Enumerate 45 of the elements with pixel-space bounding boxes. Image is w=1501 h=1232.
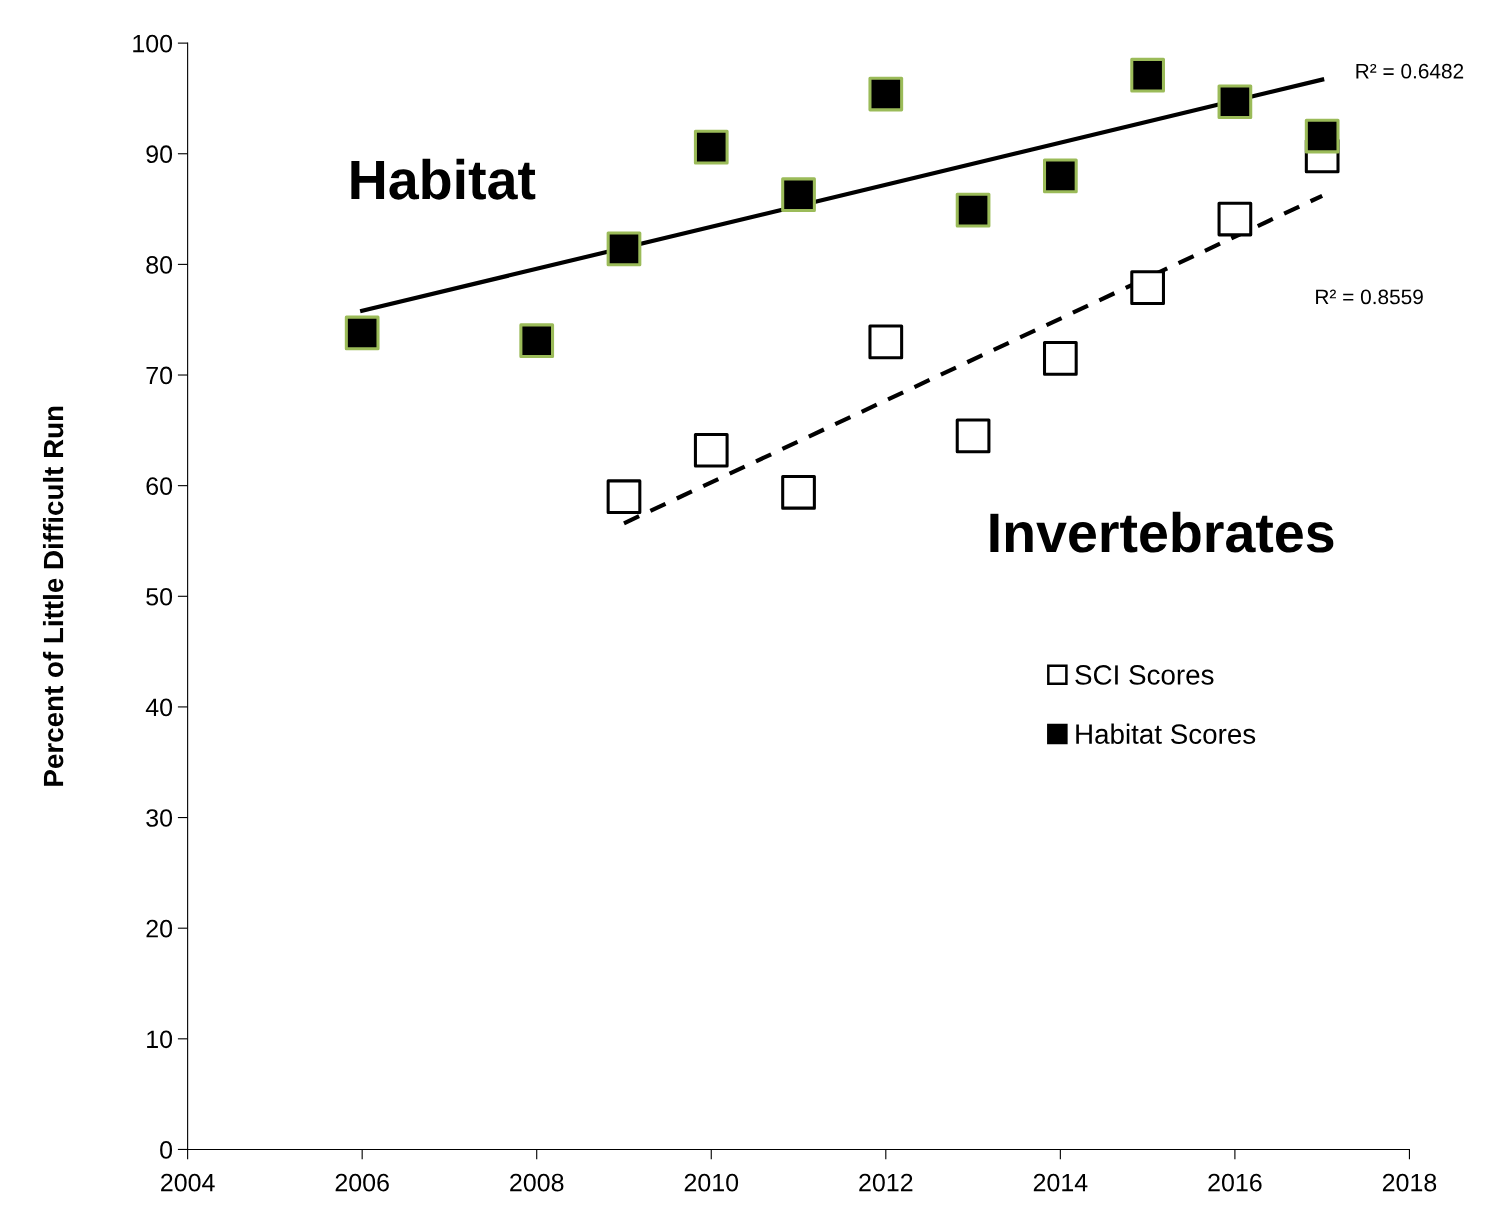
annotation: Invertebrates	[990, 511, 1334, 553]
legend-label: Habitat Scores	[1076, 723, 1256, 744]
point	[1304, 118, 1340, 154]
point	[1217, 201, 1253, 237]
x-tick-label: 2006	[335, 1173, 389, 1192]
y-tick-label: 50	[146, 587, 173, 606]
y-tick-label: 80	[146, 255, 173, 274]
point	[693, 129, 729, 165]
point	[606, 479, 642, 515]
x-tick-label: 2004	[161, 1173, 215, 1192]
x-tick-label: 2012	[859, 1173, 913, 1192]
y-tick-label: 40	[145, 698, 173, 717]
y-tick-label: 10	[147, 1030, 173, 1049]
y-tick-label: 100	[133, 34, 173, 53]
point	[519, 323, 555, 359]
legend-label: SCI Scores	[1075, 665, 1214, 685]
x-tick-label: 2016	[1208, 1173, 1262, 1192]
x-tick-label: 2014	[1033, 1173, 1088, 1192]
point	[1217, 84, 1253, 120]
x-tick-label: 2010	[684, 1173, 739, 1192]
annotation: R² = 0.6482	[1356, 63, 1464, 79]
point	[868, 76, 904, 112]
point	[344, 315, 380, 351]
point	[1042, 341, 1078, 376]
point	[955, 418, 991, 454]
y-tick-label: 30	[146, 809, 173, 827]
point	[1130, 270, 1165, 305]
point	[606, 231, 642, 267]
y-tick-label: 60	[146, 477, 173, 495]
point	[955, 192, 991, 228]
annotation: Habitat	[351, 158, 536, 200]
x-tick-label: 2018	[1382, 1173, 1437, 1192]
y-tick-label: 90	[146, 145, 173, 164]
point	[693, 432, 729, 468]
annotation: R² = 0.8559	[1316, 289, 1423, 305]
point	[1130, 57, 1165, 93]
y-tick-label: 70	[146, 366, 173, 385]
point	[781, 474, 816, 510]
x-tick-label: 2008	[510, 1173, 564, 1192]
y-axis-title: Percent of Little Difficult Run	[42, 406, 64, 786]
point	[1042, 158, 1078, 194]
point	[868, 324, 904, 360]
point	[781, 177, 816, 213]
y-tick-label: 0	[160, 1141, 173, 1159]
y-tick-label: 20	[146, 919, 173, 938]
